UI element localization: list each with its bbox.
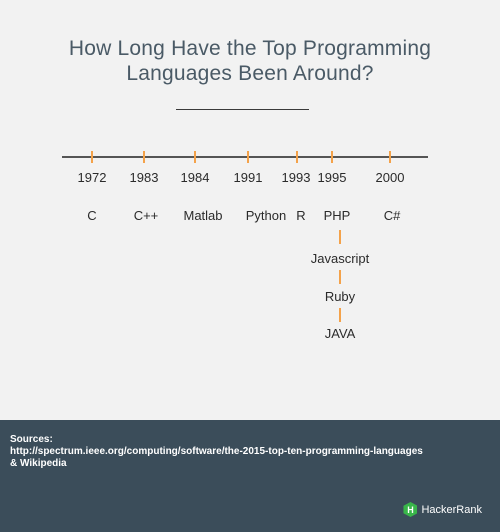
brand-name: HackerRank — [421, 503, 482, 516]
timeline-tick — [143, 151, 145, 163]
timeline-tick — [91, 151, 93, 163]
stacked-language: Javascript — [310, 251, 370, 266]
timeline-year: 1983 — [129, 170, 159, 185]
timeline-language: C# — [383, 208, 401, 223]
brand-logo: H HackerRank — [403, 502, 482, 517]
timeline-tick — [389, 151, 391, 163]
connector-line — [339, 230, 341, 244]
timeline-year: 1993 — [281, 170, 311, 185]
footer: Sources: http://spectrum.ieee.org/comput… — [0, 420, 500, 532]
connector-line — [339, 308, 341, 322]
timeline-axis — [62, 156, 428, 158]
sources-block: Sources: http://spectrum.ieee.org/comput… — [10, 434, 490, 470]
stacked-language: JAVA — [324, 326, 356, 341]
title-line-1: How Long Have the Top Programming — [68, 37, 432, 60]
hackerrank-icon: H — [403, 502, 418, 517]
timeline-tick — [331, 151, 333, 163]
timeline-tick — [194, 151, 196, 163]
timeline-year: 1991 — [233, 170, 263, 185]
timeline-language: Python — [245, 208, 287, 223]
timeline-language: R — [296, 208, 306, 223]
source-link[interactable]: http://spectrum.ieee.org/computing/softw… — [10, 446, 423, 457]
timeline-tick — [247, 151, 249, 163]
title-divider — [176, 109, 309, 110]
timeline-year: 1984 — [180, 170, 210, 185]
timeline-language: PHP — [323, 208, 351, 223]
timeline-year: 2000 — [375, 170, 405, 185]
timeline-tick — [296, 151, 298, 163]
connector-line — [339, 270, 341, 284]
stacked-language: Ruby — [324, 289, 356, 304]
timeline-language: C — [87, 208, 97, 223]
page-title: How Long Have the Top Programming Langua… — [0, 36, 500, 86]
timeline-language: C++ — [133, 208, 159, 223]
timeline-language: Matlab — [183, 208, 223, 223]
timeline-year: 1972 — [77, 170, 107, 185]
timeline-year: 1995 — [317, 170, 347, 185]
title-line-2: Languages Been Around? — [126, 62, 374, 85]
sources-label: Sources: — [10, 434, 53, 445]
source-extra: & Wikipedia — [10, 458, 67, 469]
